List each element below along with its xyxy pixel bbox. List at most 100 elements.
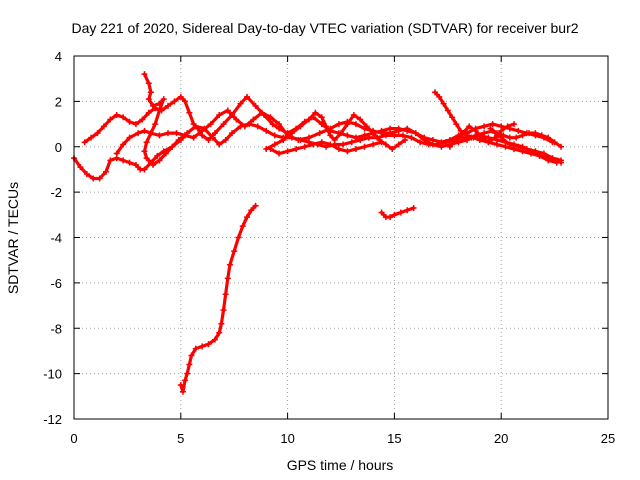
data-point xyxy=(194,125,201,132)
data-series xyxy=(71,71,565,395)
data-point xyxy=(515,127,522,134)
data-point xyxy=(504,123,511,130)
data-point xyxy=(252,102,259,109)
data-point xyxy=(558,159,565,166)
data-point xyxy=(145,80,152,87)
data-point xyxy=(160,96,167,103)
data-point xyxy=(126,118,133,125)
data-point xyxy=(352,146,359,153)
data-point xyxy=(182,377,189,384)
data-point xyxy=(107,116,114,123)
data-point xyxy=(361,132,368,139)
data-point xyxy=(220,121,227,128)
data-point xyxy=(352,121,359,128)
data-point xyxy=(147,89,154,96)
data-point xyxy=(156,132,163,139)
y-tick-label: -2 xyxy=(50,185,62,200)
data-point xyxy=(188,352,195,359)
data-point xyxy=(519,132,526,139)
data-point xyxy=(205,136,212,143)
y-tick-label: -8 xyxy=(50,321,62,336)
data-point xyxy=(94,130,101,137)
data-point xyxy=(528,150,535,157)
data-point xyxy=(218,320,225,327)
data-point xyxy=(143,139,150,146)
data-point xyxy=(466,123,473,130)
data-point xyxy=(120,141,127,148)
data-point xyxy=(436,93,443,100)
data-point xyxy=(525,130,532,137)
y-tick-label: 0 xyxy=(55,140,62,155)
data-point xyxy=(335,121,342,128)
data-point xyxy=(113,111,120,118)
data-point xyxy=(77,164,84,171)
data-point xyxy=(350,111,357,118)
series-track-i xyxy=(487,125,565,150)
series-track-h xyxy=(446,121,518,150)
data-point xyxy=(513,134,520,141)
y-tick-label: -4 xyxy=(50,231,62,246)
data-point xyxy=(216,141,223,148)
data-point xyxy=(269,121,276,128)
data-point xyxy=(316,130,323,137)
data-point xyxy=(145,109,152,116)
data-point xyxy=(399,132,406,139)
data-point xyxy=(421,136,428,143)
data-point xyxy=(417,139,424,146)
data-point xyxy=(402,136,409,143)
data-point xyxy=(156,157,163,164)
data-point xyxy=(258,109,265,116)
data-point xyxy=(357,116,364,123)
data-point xyxy=(235,234,242,241)
data-point xyxy=(340,141,347,148)
data-point xyxy=(244,214,251,221)
data-point xyxy=(179,388,186,395)
data-point xyxy=(88,134,95,141)
data-point xyxy=(81,139,88,146)
data-point xyxy=(378,130,385,137)
data-point xyxy=(239,223,246,230)
data-point xyxy=(397,209,404,216)
data-point xyxy=(506,134,513,141)
data-point xyxy=(511,146,518,153)
series-track-f xyxy=(267,139,385,157)
data-point xyxy=(310,141,317,148)
data-point xyxy=(493,130,500,137)
x-tick-label: 25 xyxy=(601,431,615,446)
data-point xyxy=(312,109,319,116)
series-track-j xyxy=(177,202,259,395)
data-point xyxy=(276,150,283,157)
data-point xyxy=(558,143,565,150)
data-point xyxy=(83,170,90,177)
data-point xyxy=(378,209,385,216)
data-point xyxy=(100,123,107,130)
data-point xyxy=(327,141,334,148)
data-point xyxy=(395,141,402,148)
data-point xyxy=(120,157,127,164)
data-point xyxy=(545,155,552,162)
data-point xyxy=(244,93,251,100)
data-point xyxy=(404,125,411,132)
data-point xyxy=(254,123,261,130)
data-point xyxy=(500,132,507,139)
data-point xyxy=(327,132,334,139)
data-point xyxy=(152,121,159,128)
data-point xyxy=(205,341,212,348)
data-point xyxy=(352,134,359,141)
data-point xyxy=(224,275,231,282)
data-point xyxy=(305,134,312,141)
data-point xyxy=(536,152,543,159)
data-point xyxy=(318,139,325,146)
data-point xyxy=(141,127,148,134)
data-point xyxy=(207,121,214,128)
data-point xyxy=(216,111,223,118)
data-point xyxy=(162,150,169,157)
data-point xyxy=(288,130,295,137)
data-point xyxy=(431,89,438,96)
data-point xyxy=(237,100,244,107)
chart-title: Day 221 of 2020, Sidereal Day-to-day VTE… xyxy=(71,20,578,36)
data-point xyxy=(338,130,344,137)
y-tick-label: -6 xyxy=(50,276,62,291)
series-track-k xyxy=(378,205,417,221)
